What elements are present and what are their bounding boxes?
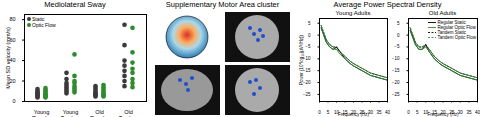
svg-text:OldTandem: OldTandem — [119, 109, 139, 117]
svg-text:Mean SD velocity (mm/s): Mean SD velocity (mm/s) — [5, 27, 11, 89]
svg-text:80: 80 — [9, 16, 15, 22]
svg-text:35: 35 — [466, 110, 472, 115]
svg-text:0: 0 — [318, 110, 321, 115]
svg-text:0: 0 — [397, 33, 400, 38]
svg-text:−25: −25 — [303, 92, 311, 97]
svg-text:30: 30 — [458, 110, 464, 115]
svg-text:−15: −15 — [303, 68, 311, 73]
svg-text:Power (10*log₁₀(μV²/Hz)): Power (10*log₁₀(μV²/Hz)) — [299, 35, 304, 85]
svg-text:−20: −20 — [392, 80, 400, 85]
svg-text:5: 5 — [416, 110, 419, 115]
svg-text:YoungTandem: YoungTandem — [61, 109, 81, 117]
svg-text:40: 40 — [475, 110, 480, 115]
svg-text:−10: −10 — [303, 56, 311, 61]
svg-text:−5: −5 — [394, 44, 400, 49]
svg-text:YoungRegular: YoungRegular — [32, 109, 51, 117]
svg-text:OldRegular: OldRegular — [90, 109, 109, 117]
svg-text:−25: −25 — [392, 92, 400, 97]
svg-text:−5: −5 — [305, 44, 311, 49]
svg-text:Frequency (Hz): Frequency (Hz) — [427, 112, 459, 117]
svg-text:Frequency (Hz): Frequency (Hz) — [338, 112, 370, 117]
svg-text:−15: −15 — [392, 68, 400, 73]
svg-text:5: 5 — [397, 21, 400, 26]
svg-text:35: 35 — [376, 110, 382, 115]
svg-text:−20: −20 — [303, 80, 311, 85]
svg-text:0: 0 — [407, 110, 410, 115]
svg-text:5: 5 — [308, 21, 311, 26]
svg-text:−10: −10 — [392, 56, 400, 61]
svg-text:0: 0 — [308, 33, 311, 38]
svg-text:0: 0 — [12, 98, 15, 104]
svg-text:5: 5 — [327, 110, 330, 115]
